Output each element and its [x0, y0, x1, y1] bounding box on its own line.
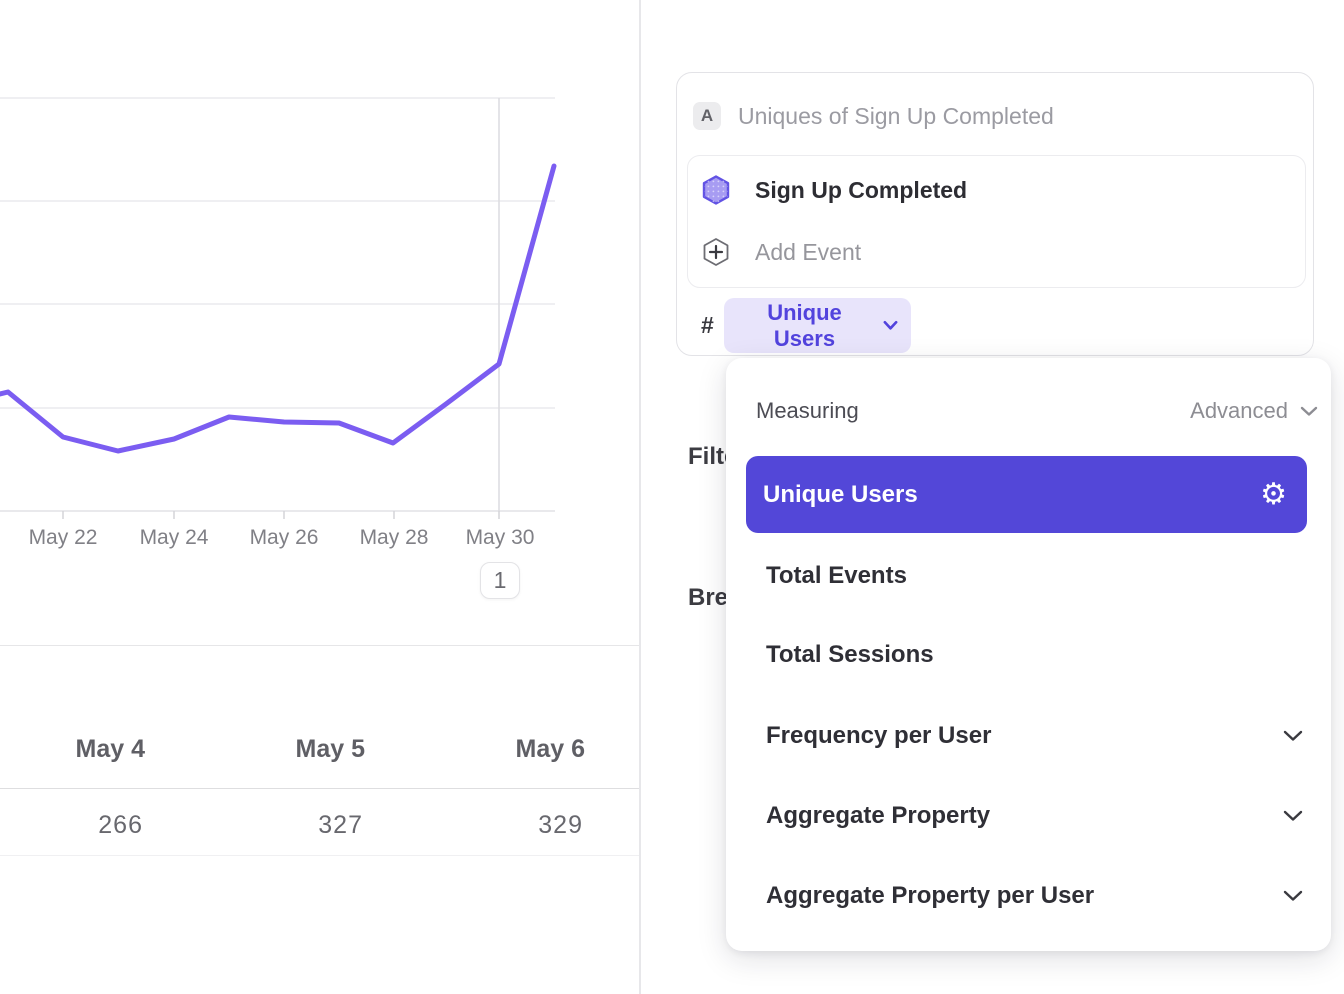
- menu-item-label: Total Sessions: [766, 641, 934, 668]
- menu-item-frequency-per-user[interactable]: Frequency per User: [766, 714, 1311, 758]
- menu-item-unique-users[interactable]: Unique Users ⚙: [746, 456, 1307, 533]
- x-axis-tick-label: May 30: [465, 526, 535, 549]
- advanced-label: Advanced: [1190, 398, 1288, 423]
- table-value-cell: 327: [318, 811, 363, 839]
- query-builder-card: A Uniques of Sign Up Completed Sign Up C…: [676, 72, 1314, 356]
- measuring-label: Measuring: [756, 398, 859, 423]
- table-value-cell: 266: [98, 811, 143, 839]
- hexagon-icon: [702, 175, 730, 205]
- table-header-cell: May 6: [515, 735, 585, 763]
- measure-row: # Unique Users: [701, 298, 911, 353]
- event-name: Sign Up Completed: [755, 176, 968, 203]
- dropdown-header: Measuring Advanced: [756, 398, 1318, 424]
- menu-item-label: Aggregate Property: [766, 802, 991, 829]
- annotation-badge[interactable]: 1: [480, 562, 520, 599]
- x-axis-tick-label: May 22: [28, 526, 98, 549]
- chevron-down-icon: [1300, 406, 1318, 416]
- measurement-label: Unique Users: [767, 299, 842, 351]
- menu-item-total-sessions[interactable]: Total Sessions: [766, 633, 1311, 677]
- table-header-cell: May 5: [295, 735, 365, 763]
- series-a-badge: A: [693, 102, 721, 130]
- results-table: May 4 266 May 5 327 May 6 329: [0, 645, 639, 860]
- chevron-down-icon: [1283, 730, 1303, 741]
- chevron-down-icon: [883, 320, 898, 330]
- chevron-down-icon: [1283, 890, 1303, 901]
- number-prefix: #: [701, 312, 714, 338]
- table-divider-bottom: [0, 855, 639, 856]
- x-axis-tick-label: May 26: [249, 526, 319, 549]
- table-divider-top: [0, 645, 639, 646]
- measurement-dropdown-trigger[interactable]: Unique Users: [724, 298, 911, 353]
- advanced-toggle[interactable]: Advanced: [1190, 398, 1318, 424]
- menu-item-label: Aggregate Property per User: [766, 882, 1095, 909]
- x-axis-tick-label: May 28: [359, 526, 429, 549]
- measuring-dropdown-menu: Measuring Advanced Unique Users ⚙ Total Ev…: [726, 358, 1331, 951]
- add-event-button[interactable]: Add Event: [702, 224, 1295, 280]
- menu-item-label: Total Events: [766, 562, 907, 589]
- chevron-down-icon: [1283, 810, 1303, 821]
- x-axis-tick-label: May 24: [139, 526, 209, 549]
- menu-item-label: Frequency per User: [766, 722, 992, 749]
- event-row[interactable]: Sign Up Completed: [702, 162, 1295, 218]
- menu-item-aggregate-property[interactable]: Aggregate Property: [766, 794, 1311, 838]
- menu-item-total-events[interactable]: Total Events: [766, 554, 1311, 598]
- plus-hexagon-icon: [703, 238, 729, 266]
- line-chart[interactable]: May 22 May 24 May 26 May 28 May 30 1: [0, 0, 639, 630]
- series-title: Uniques of Sign Up Completed: [738, 102, 1054, 129]
- series-row: A Uniques of Sign Up Completed: [693, 101, 1054, 131]
- add-event-label: Add Event: [755, 238, 862, 265]
- table-value-cell: 329: [538, 811, 583, 839]
- menu-item-label: Unique Users: [763, 480, 918, 508]
- event-card: Sign Up Completed Add Event: [687, 155, 1306, 288]
- table-header-cell: May 4: [75, 735, 145, 763]
- table-divider-header: [0, 788, 639, 789]
- panel-divider: [639, 0, 641, 994]
- chart-canvas: [0, 97, 557, 519]
- menu-item-aggregate-property-per-user[interactable]: Aggregate Property per User: [766, 874, 1311, 918]
- gear-icon[interactable]: ⚙: [1260, 476, 1287, 512]
